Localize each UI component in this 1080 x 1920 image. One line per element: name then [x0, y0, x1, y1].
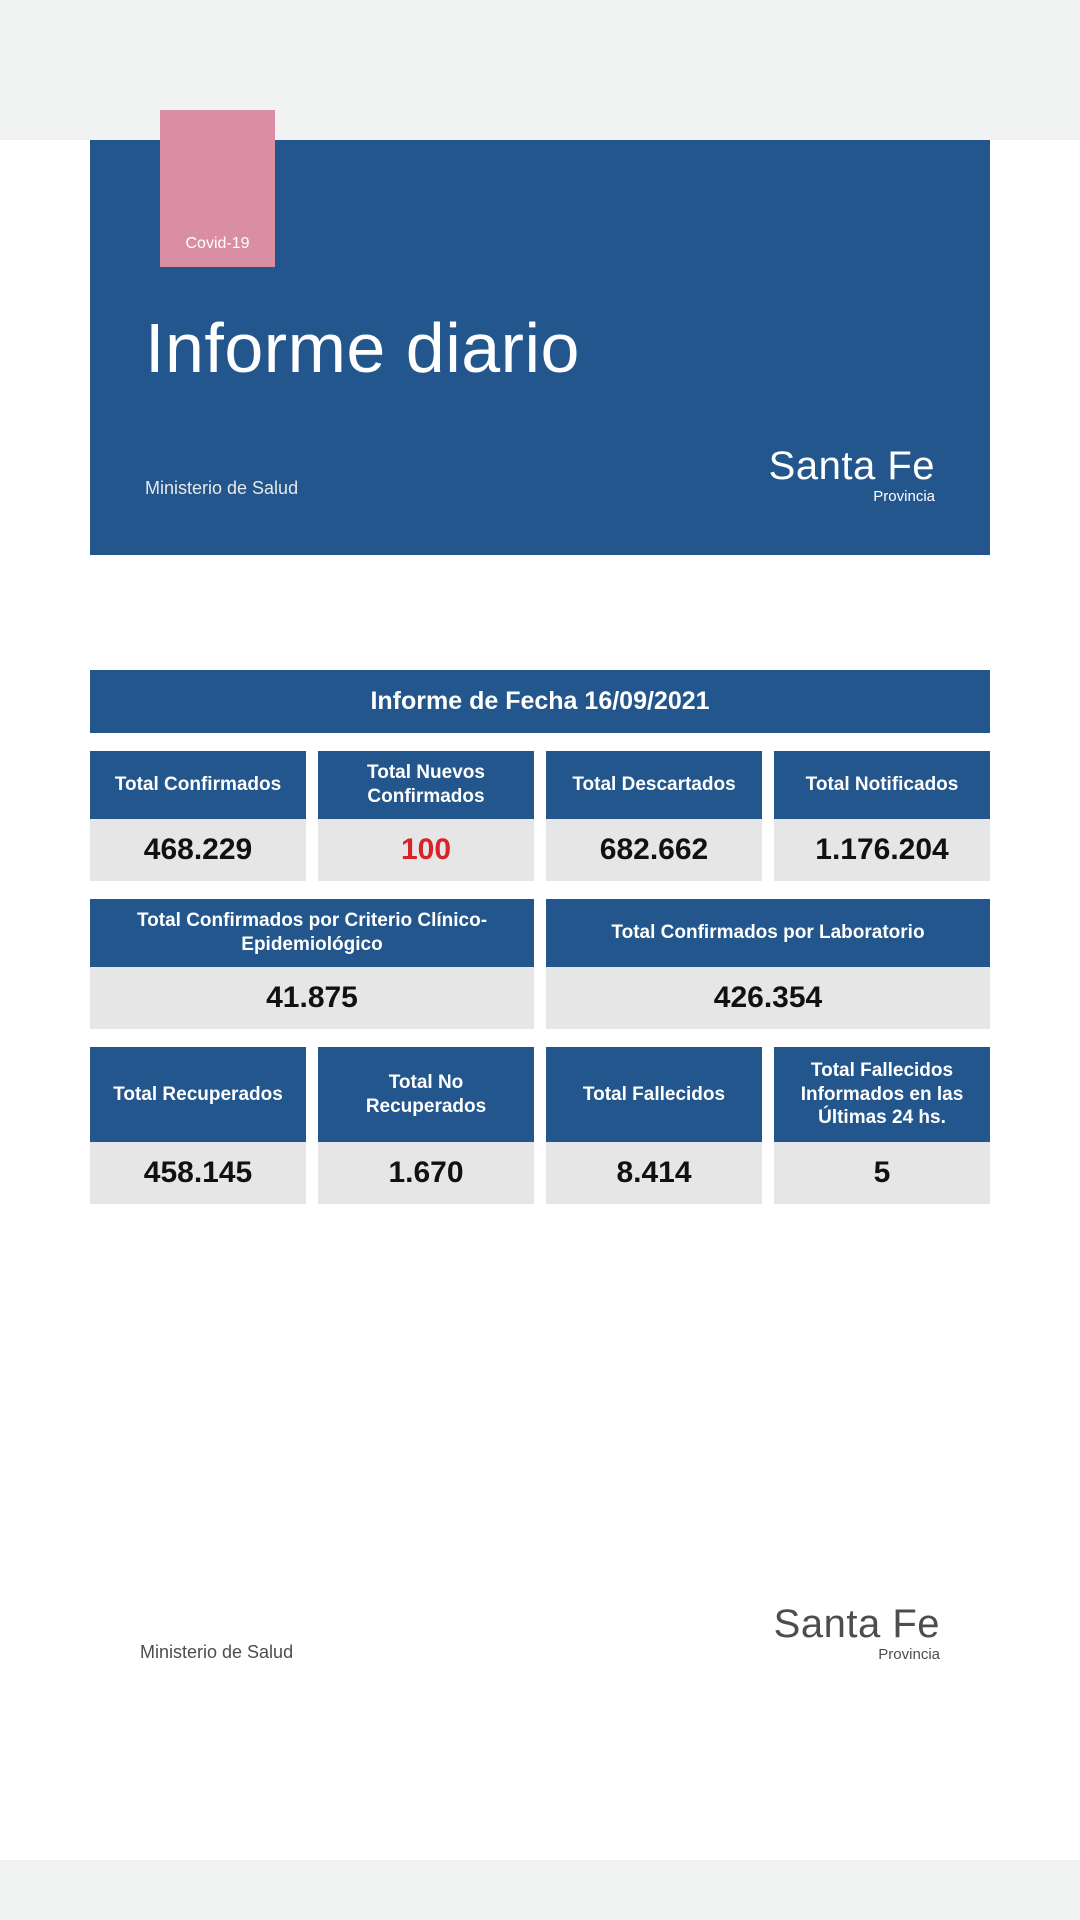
stat-label: Total Confirmados: [90, 751, 306, 819]
stat-confirmados-clinico: Total Confirmados por Criterio Clínico-E…: [90, 899, 534, 1029]
stat-label: Total Notificados: [774, 751, 990, 819]
stat-value: 1.176.204: [774, 819, 990, 881]
stat-nuevos-confirmados: Total Nuevos Confirmados 100: [318, 751, 534, 881]
stat-value: 1.670: [318, 1142, 534, 1204]
covid-tag: Covid-19: [160, 110, 275, 267]
logo-big: Santa Fe: [769, 446, 935, 486]
footer-ministerio: Ministerio de Salud: [140, 1642, 293, 1663]
logo-small: Provincia: [769, 488, 935, 505]
stat-value: 426.354: [546, 967, 990, 1029]
stat-notificados: Total Notificados 1.176.204: [774, 751, 990, 881]
stat-no-recuperados: Total No Recuperados 1.670: [318, 1047, 534, 1204]
stat-value: 100: [318, 819, 534, 881]
stat-label: Total Recuperados: [90, 1047, 306, 1142]
stats-row-3: Total Recuperados 458.145 Total No Recup…: [90, 1047, 990, 1204]
footer-logo-big: Santa Fe: [774, 1604, 940, 1644]
stat-value: 682.662: [546, 819, 762, 881]
stat-descartados: Total Descartados 682.662: [546, 751, 762, 881]
stat-value: 8.414: [546, 1142, 762, 1204]
stat-label: Total No Recuperados: [318, 1047, 534, 1142]
page-footer: Ministerio de Salud Santa Fe Provincia: [90, 1604, 990, 1663]
stat-fallecidos-24h: Total Fallecidos Informados en las Últim…: [774, 1047, 990, 1204]
stat-label: Total Confirmados por Criterio Clínico-E…: [90, 899, 534, 967]
stat-total-confirmados: Total Confirmados 468.229: [90, 751, 306, 881]
header-block: Covid-19 Informe diario Ministerio de Sa…: [90, 140, 990, 555]
stat-confirmados-laboratorio: Total Confirmados por Laboratorio 426.35…: [546, 899, 990, 1029]
stat-value: 458.145: [90, 1142, 306, 1204]
stats-row-2: Total Confirmados por Criterio Clínico-E…: [90, 899, 990, 1029]
report-page: Covid-19 Informe diario Ministerio de Sa…: [0, 140, 1080, 1703]
date-banner: Informe de Fecha 16/09/2021: [90, 670, 990, 733]
stat-label: Total Fallecidos Informados en las Últim…: [774, 1047, 990, 1142]
stat-value: 468.229: [90, 819, 306, 881]
bottom-bar: [0, 1860, 1080, 1920]
stat-recuperados: Total Recuperados 458.145: [90, 1047, 306, 1204]
footer-logo-small: Provincia: [774, 1646, 940, 1663]
stat-label: Total Fallecidos: [546, 1047, 762, 1142]
stat-value: 41.875: [90, 967, 534, 1029]
stats-row-1: Total Confirmados 468.229 Total Nuevos C…: [90, 751, 990, 881]
ministerio-label: Ministerio de Salud: [145, 478, 298, 505]
santa-fe-logo: Santa Fe Provincia: [769, 446, 935, 505]
stat-label: Total Confirmados por Laboratorio: [546, 899, 990, 967]
stat-value: 5: [774, 1142, 990, 1204]
covid-tag-label: Covid-19: [185, 235, 249, 253]
stat-label: Total Nuevos Confirmados: [318, 751, 534, 819]
header-bottom: Ministerio de Salud Santa Fe Provincia: [145, 446, 935, 505]
stat-fallecidos: Total Fallecidos 8.414: [546, 1047, 762, 1204]
footer-logo: Santa Fe Provincia: [774, 1604, 940, 1663]
stat-label: Total Descartados: [546, 751, 762, 819]
